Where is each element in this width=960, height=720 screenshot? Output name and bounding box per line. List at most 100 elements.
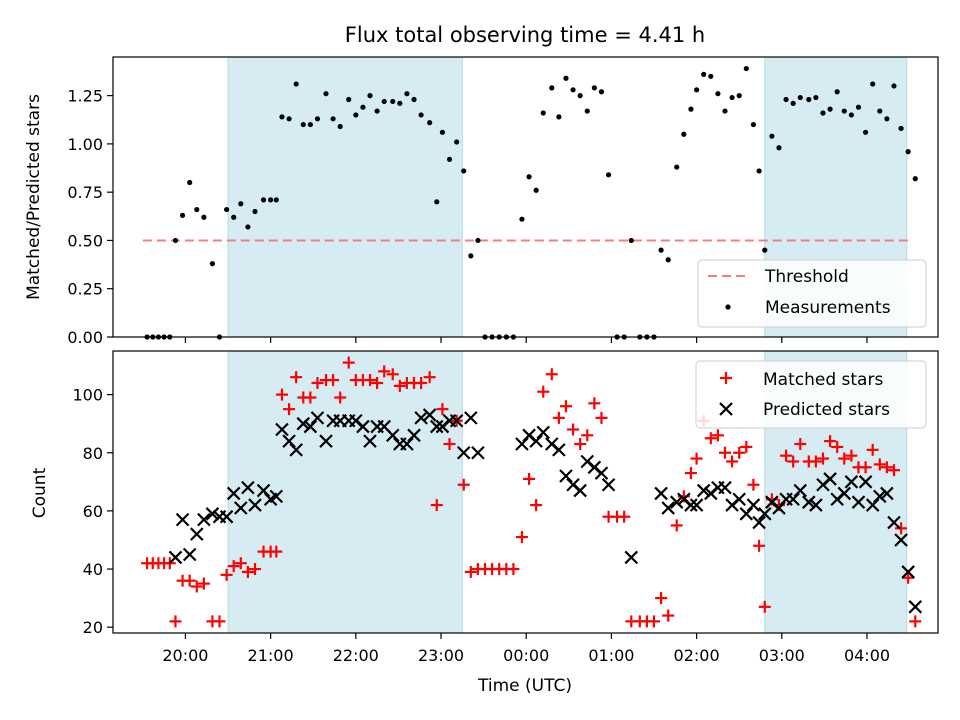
predicted-point — [908, 600, 923, 614]
measurement-point — [584, 108, 590, 114]
measurement-point — [790, 100, 796, 106]
y-tick-label: 0.00 — [67, 328, 103, 347]
measurement-point — [743, 65, 749, 72]
matched-point — [327, 374, 340, 387]
predicted-point — [718, 480, 732, 495]
predicted-point — [363, 434, 377, 448]
measurement-point — [454, 139, 460, 145]
measurement-point — [674, 164, 680, 170]
measurement-point — [390, 98, 396, 105]
matched-point — [364, 374, 377, 387]
matched-legend-swatch — [720, 372, 732, 384]
y-tick-label: 0.25 — [67, 280, 103, 299]
measurement-point — [841, 108, 847, 114]
measurement-point — [834, 89, 840, 95]
top-x-ticks — [184, 337, 868, 343]
measurement-point — [223, 206, 230, 213]
measurement-point — [605, 172, 612, 178]
predicted-point — [182, 547, 197, 562]
bottom-y-axis-label: Count — [30, 467, 50, 518]
y-tick-label: 80 — [83, 444, 103, 463]
matched-point — [880, 461, 893, 474]
measurement-point — [427, 120, 433, 126]
matched-point — [595, 411, 608, 424]
measurement-point — [397, 100, 403, 106]
bottom-x-axis: 20:00 21:00 22:00 23:00 00:00 01:00 02:00 03:00… — [162, 633, 890, 665]
predicted-point — [873, 489, 887, 504]
matched-point — [275, 388, 288, 401]
matched-point — [190, 580, 203, 593]
bottom-legend: Matched stars Predicted stars — [695, 360, 927, 429]
predicted-point — [226, 486, 241, 501]
predicted-point — [757, 507, 772, 521]
measurement-point — [877, 108, 883, 114]
measurement-point — [797, 94, 803, 101]
y-tick-label: 60 — [83, 502, 103, 521]
measurement-point — [820, 110, 826, 116]
measurement-point — [286, 116, 292, 122]
measurement-point — [337, 123, 343, 130]
matched-point — [887, 464, 900, 477]
predicted-point — [464, 411, 478, 425]
predicted-point — [414, 411, 428, 425]
matched-point — [436, 403, 449, 416]
measurement-point — [694, 87, 700, 93]
matched-point — [283, 403, 296, 416]
measurement-point — [729, 94, 735, 101]
measurement-point — [381, 98, 387, 105]
predicted-point — [851, 495, 866, 509]
measurement-point — [681, 131, 687, 137]
bottom-plot-frame — [112, 350, 939, 634]
matched-point — [545, 368, 558, 381]
measurement-point — [783, 96, 789, 103]
measurement-point — [736, 93, 742, 99]
measurement-point — [279, 114, 285, 120]
predicted-point — [256, 483, 271, 498]
measurement-point — [577, 93, 583, 99]
matched-point — [378, 365, 391, 378]
matched-point — [530, 499, 543, 512]
measurement-point — [260, 197, 267, 203]
x-tick-label: 04:00 — [844, 646, 890, 665]
predicted-point — [752, 515, 766, 530]
predicted-point — [536, 425, 551, 440]
matched-point — [443, 438, 456, 451]
predicted-point — [552, 443, 566, 457]
predicted-point — [802, 495, 816, 509]
predicted-point — [205, 507, 220, 521]
matched-point — [824, 435, 837, 448]
matched-point — [304, 391, 317, 404]
matched-point — [816, 452, 829, 465]
matched-point — [567, 423, 580, 436]
matched-point — [423, 371, 436, 384]
measurement-point — [776, 145, 782, 151]
matched-point — [559, 400, 572, 413]
measurement-point — [827, 106, 833, 112]
matched-point — [662, 609, 675, 622]
matched-point — [704, 432, 717, 445]
measurement-point — [688, 106, 694, 112]
predicted-point — [793, 483, 808, 498]
matched-point — [415, 376, 428, 389]
bottom-panel: 20 40 60 80 100 20:00 21:00 22:00 23:00 00:00 01:… — [30, 350, 939, 696]
matched-point — [726, 455, 739, 468]
measurement-point — [769, 133, 775, 139]
measurement-point — [556, 114, 562, 120]
measurement-point — [252, 208, 258, 215]
matched-point — [859, 461, 872, 474]
measurement-point — [526, 174, 532, 180]
predicted-point — [400, 437, 414, 451]
measurement-point — [762, 247, 768, 253]
predicted-point — [248, 498, 262, 512]
matched-point — [690, 452, 703, 465]
measurement-point — [806, 96, 812, 103]
matched-point — [902, 571, 915, 584]
measurement-point — [898, 125, 904, 132]
measurement-points — [144, 65, 918, 340]
x-axis-label: Time (UTC) — [477, 676, 572, 696]
matched-point — [794, 438, 807, 451]
measurement-point — [179, 212, 186, 218]
matched-point — [197, 577, 210, 590]
matched-point — [873, 458, 886, 471]
matched-point — [845, 449, 858, 462]
